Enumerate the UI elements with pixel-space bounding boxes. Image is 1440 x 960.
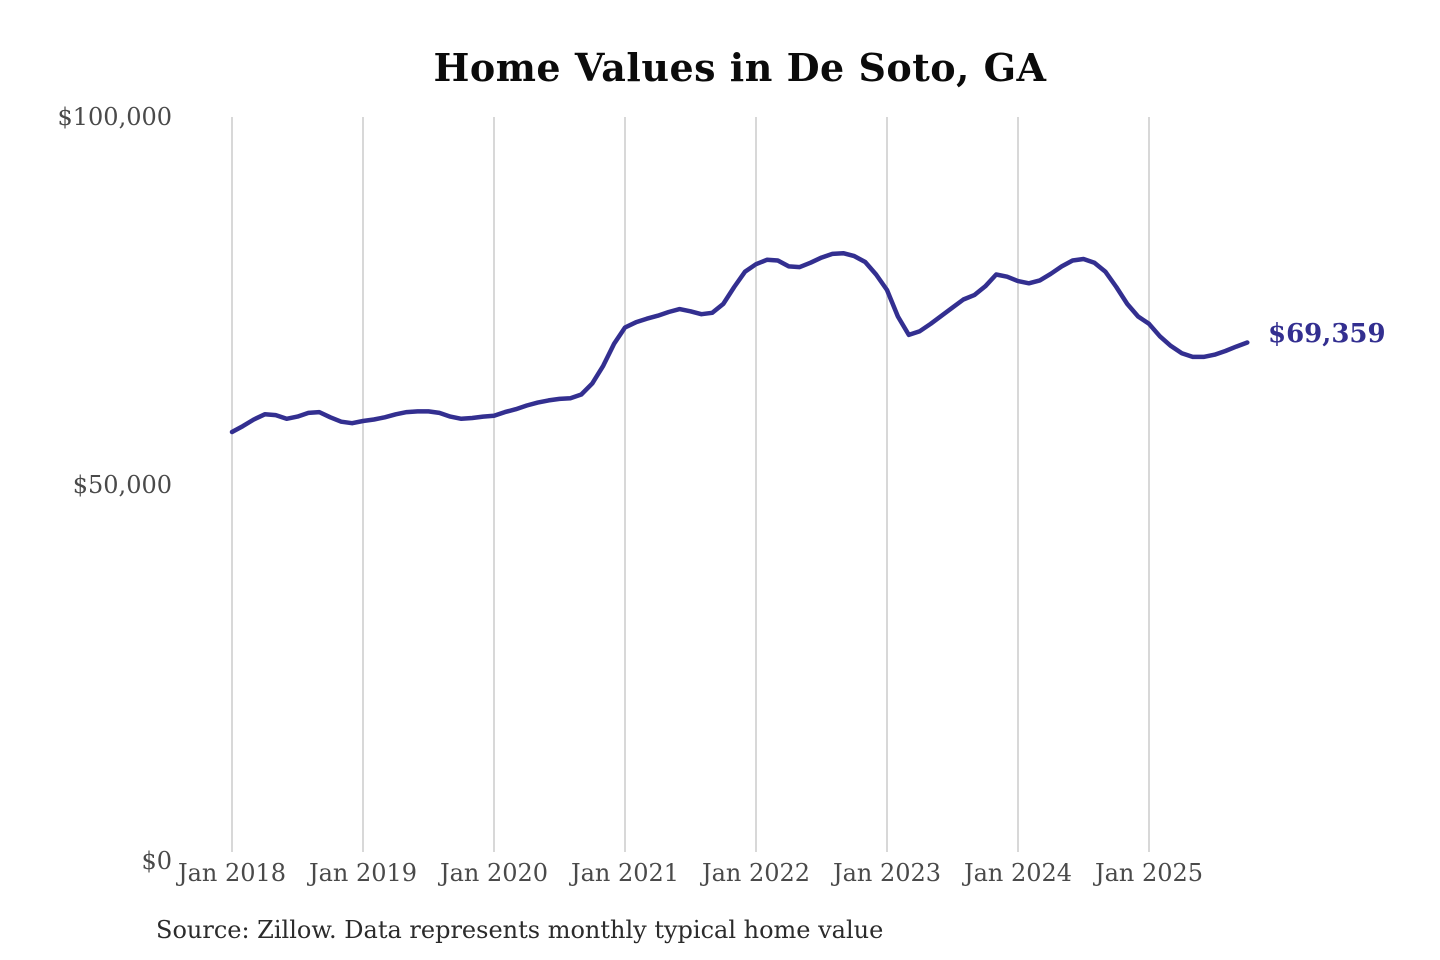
x-tick-label-jan-2018: Jan 2018 — [177, 859, 287, 887]
x-tick-label-jan-2019: Jan 2019 — [308, 859, 418, 887]
home-value-line — [229, 250, 1250, 435]
x-tick-label-jan-2020: Jan 2020 — [439, 859, 549, 887]
x-tick-label-jan-2025: Jan 2025 — [1094, 859, 1204, 887]
x-tick-label-jan-2022: Jan 2022 — [701, 859, 811, 887]
source-note: Source: Zillow. Data represents monthly … — [156, 916, 884, 944]
x-tick-label-jan-2024: Jan 2024 — [963, 859, 1073, 887]
y-tick-label-50000: $50,000 — [72, 471, 172, 499]
year-gridlines — [231, 117, 1150, 852]
chart-title: Home Values in De Soto, GA — [433, 45, 1047, 90]
y-tick-label-0: $0 — [141, 847, 172, 875]
y-tick-label-100000: $100,000 — [57, 103, 172, 131]
x-tick-label-jan-2021: Jan 2021 — [570, 859, 680, 887]
latest-value-label: $69,359 — [1268, 319, 1386, 349]
x-tick-label-jan-2023: Jan 2023 — [832, 859, 942, 887]
